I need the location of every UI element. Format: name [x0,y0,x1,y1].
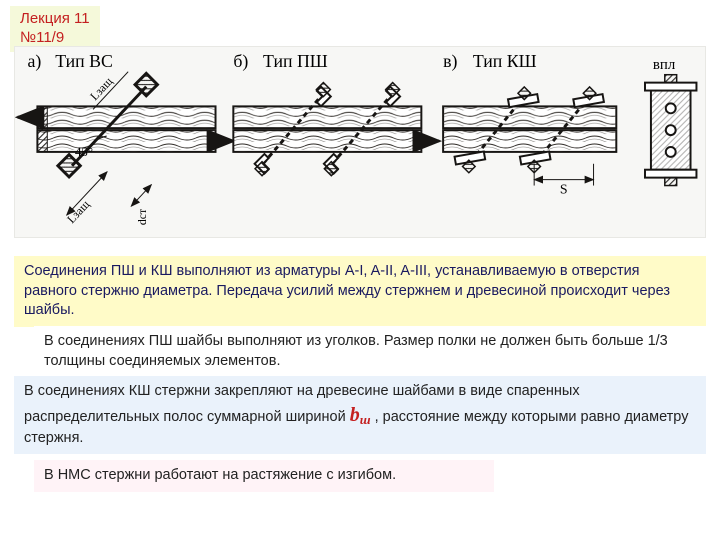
dst-label: dст [135,208,149,225]
panel-extra: впл [645,57,696,186]
paragraph-4-text: В НМС стержни работают на растяжение с и… [44,467,396,483]
panel-b: б) Тип ПШ [233,51,439,176]
paragraph-1: Соединения ПШ и КШ выполняют из арматуры… [14,256,706,327]
s-label: S [560,181,568,196]
panel-c-type: Тип КШ [473,51,537,71]
angle-label: 45° [75,145,93,159]
lzash-bot: Lзащ [64,197,92,226]
panel-a-type: Тип ВС [55,51,113,71]
lecture-line-1: Лекция 11 [20,10,90,27]
var-b: b [350,404,360,426]
lecture-tag: Лекция 11 №11/9 [10,6,100,52]
panel-a: а) Тип ВС 45° Lзащ Lзащ [18,51,234,226]
diagram-svg: а) Тип ВС 45° Lзащ Lзащ [15,47,705,237]
extra-label: впл [653,57,676,73]
panel-c: в) Тип КШ [443,51,616,197]
panel-b-type: Тип ПШ [263,51,328,71]
technical-diagram: а) Тип ВС 45° Lзащ Lзащ [14,46,706,238]
paragraph-3: В соединениях КШ стержни закрепляют на д… [14,376,706,454]
panel-c-letter: в) [443,51,457,72]
paragraph-1-text: Соединения ПШ и КШ выполняют из арматуры… [24,263,670,318]
paragraph-2: В соединениях ПШ шайбы выполняют из угол… [34,326,706,377]
lzash-top: Lзащ [87,74,115,103]
panel-a-letter: а) [28,51,42,72]
paragraph-2-text: В соединениях ПШ шайбы выполняют из угол… [44,333,668,369]
var-b-sub: ш [360,412,371,427]
lecture-line-2: №11/9 [20,29,64,46]
panel-b-letter: б) [233,51,248,72]
paragraph-4: В НМС стержни работают на растяжение с и… [34,460,494,492]
